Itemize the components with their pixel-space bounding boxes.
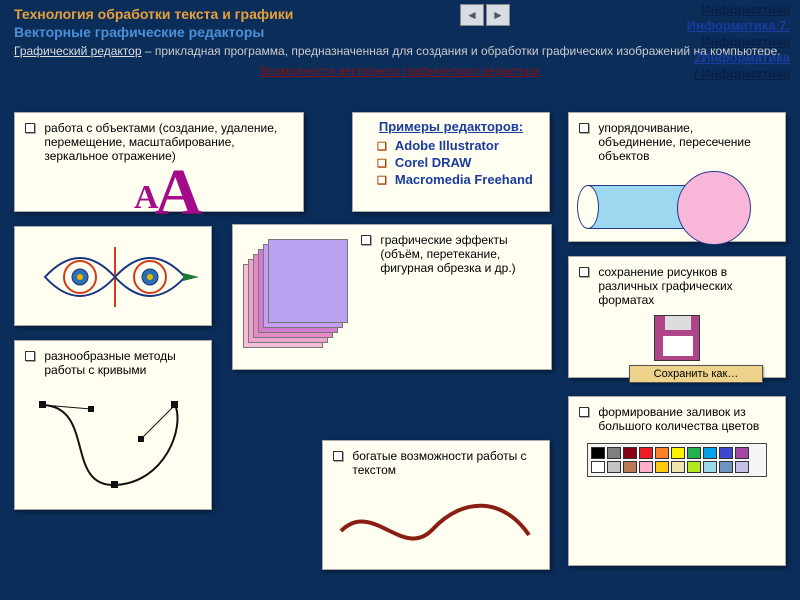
prev-button[interactable]: ◄ (460, 4, 484, 26)
intro-text: Графический редактор – прикладная програ… (0, 40, 800, 62)
editor-item: Macromedia Freehand (377, 172, 541, 187)
color-swatch[interactable] (735, 447, 749, 459)
card-curves-text: разнообразные методы работы с кривыми (44, 349, 198, 377)
bullet-icon (25, 123, 35, 133)
card-editors: Примеры редакторов: Adobe Illustrator Co… (352, 112, 550, 212)
color-swatch[interactable] (655, 447, 669, 459)
bullet-icon (25, 351, 35, 361)
page-title-2: Векторные графические редакторы (14, 24, 786, 40)
card-save: сохранение рисунков в различных графичес… (568, 256, 786, 378)
nav-link[interactable]: Информатика 7. (687, 18, 790, 34)
color-swatch[interactable] (655, 461, 669, 473)
color-swatch[interactable] (687, 447, 701, 459)
color-swatch[interactable] (607, 447, 621, 459)
color-swatch[interactable] (591, 461, 605, 473)
card-order: упорядочивание, объединение, пересечение… (568, 112, 786, 242)
card-save-text: сохранение рисунков в различных графичес… (598, 265, 772, 307)
color-swatch[interactable] (591, 447, 605, 459)
page-title-1: Технология обработки текста и графики (14, 6, 786, 22)
card-effects: графические эффекты (объём, перетекание,… (232, 224, 552, 370)
right-nav: Информатика Информатика 7. Информатика 2… (687, 2, 790, 82)
floppy-icon (654, 315, 700, 361)
intro-rest: – прикладная программа, предназначенная … (142, 44, 781, 58)
color-swatch[interactable] (719, 461, 733, 473)
card-text-text: богатые возможности работы с текстом (352, 449, 536, 477)
color-swatch[interactable] (623, 461, 637, 473)
nav-link[interactable]: 2Информатика (687, 50, 790, 66)
eye-graphic-card (14, 226, 212, 326)
color-swatch[interactable] (607, 461, 621, 473)
bullet-icon (361, 235, 371, 245)
card-fill-text: формирование заливок из большого количес… (598, 405, 772, 433)
card-fill: формирование заливок из большого количес… (568, 396, 786, 566)
bullet-icon (579, 407, 589, 417)
eye-icon (15, 227, 213, 327)
color-swatch[interactable] (687, 461, 701, 473)
intro-lead: Графический редактор (14, 44, 142, 58)
header: Технология обработки текста и графики Ве… (0, 0, 800, 40)
venn-graphic (587, 171, 767, 241)
color-swatch[interactable] (623, 447, 637, 459)
nav-link[interactable]: Информатика (687, 2, 790, 18)
text-wave-graphic (333, 491, 533, 551)
bullet-icon (579, 123, 589, 133)
bullet-icon (333, 451, 343, 461)
sheet-stack-graphic (243, 239, 351, 347)
card-effects-text: графические эффекты (объём, перетекание,… (380, 233, 538, 275)
next-button[interactable]: ► (486, 4, 510, 26)
bezier-curve-graphic (25, 387, 195, 497)
mirror-aa-graphic: AA (130, 168, 202, 223)
color-swatch[interactable] (671, 447, 685, 459)
card-text: богатые возможности работы с текстом (322, 440, 550, 570)
subheading: Возможности векторного графического реда… (0, 64, 800, 78)
color-swatch[interactable] (703, 461, 717, 473)
color-swatch[interactable] (671, 461, 685, 473)
card-curves: разнообразные методы работы с кривыми (14, 340, 212, 510)
bullet-icon (579, 267, 589, 277)
slide-nav: ◄ ► (460, 4, 510, 26)
color-swatch[interactable] (639, 447, 653, 459)
nav-link[interactable]: / Информатика (687, 66, 790, 82)
color-palette (587, 443, 767, 477)
color-swatch[interactable] (703, 447, 717, 459)
save-as-button[interactable]: Сохранить как… (629, 365, 763, 383)
color-swatch[interactable] (639, 461, 653, 473)
nav-link[interactable]: Информатика (687, 34, 790, 50)
card-order-text: упорядочивание, объединение, пересечение… (598, 121, 772, 163)
editors-title: Примеры редакторов: (361, 119, 541, 134)
color-swatch[interactable] (719, 447, 733, 459)
editor-item: Corel DRAW (377, 155, 541, 170)
editor-item: Adobe Illustrator (377, 138, 541, 153)
color-swatch[interactable] (735, 461, 749, 473)
sheet-layer (268, 239, 348, 323)
